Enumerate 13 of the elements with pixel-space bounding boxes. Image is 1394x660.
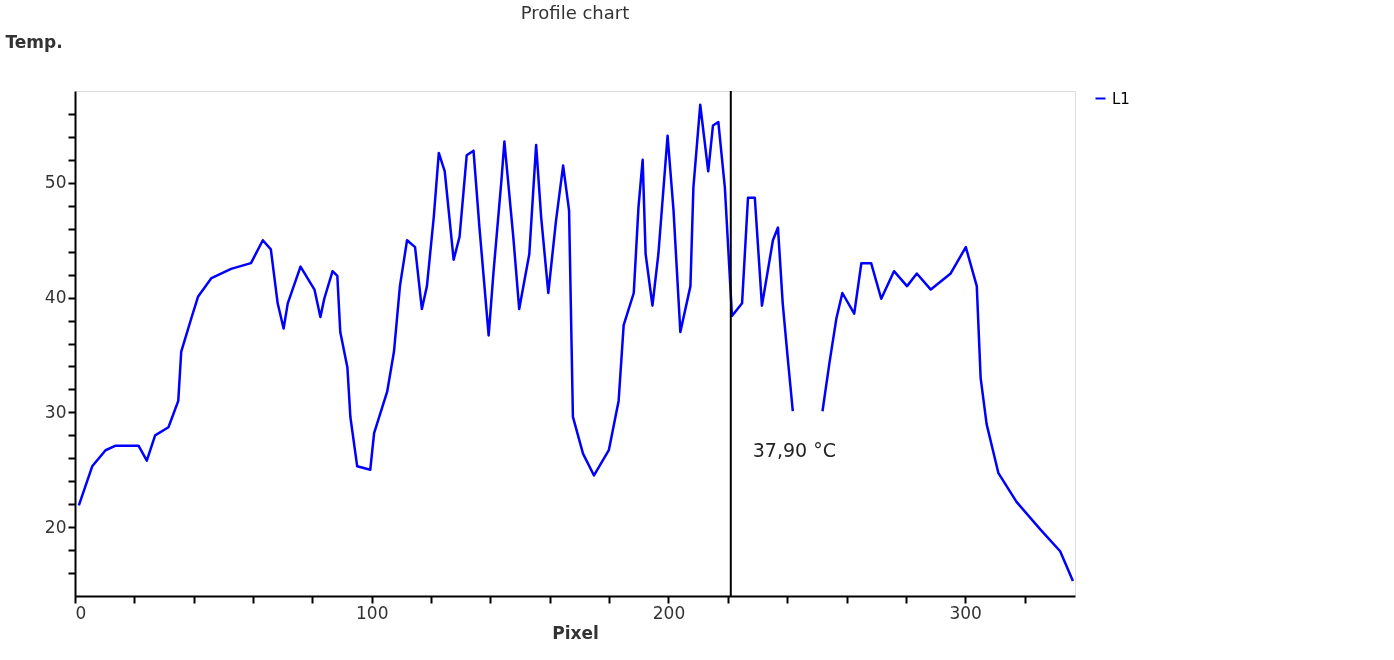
x-tick-label: 200 bbox=[652, 602, 686, 623]
y-axis-title: Temp. bbox=[5, 31, 63, 52]
ref-line-label: 37,90 °C bbox=[752, 439, 836, 461]
x-axis-title: Pixel bbox=[552, 622, 599, 643]
x-tick-label: 0 bbox=[75, 602, 87, 623]
x-tick-label: 100 bbox=[356, 602, 389, 623]
y-tick-label: 30 bbox=[44, 401, 67, 422]
y-tick-label: 20 bbox=[44, 516, 67, 537]
legend-label: L1 bbox=[1112, 89, 1130, 108]
y-tick-label: 50 bbox=[44, 172, 67, 193]
x-tick-label: 300 bbox=[949, 602, 982, 623]
chart-title: Profile chart bbox=[520, 2, 630, 23]
y-tick-label: 40 bbox=[44, 287, 67, 308]
